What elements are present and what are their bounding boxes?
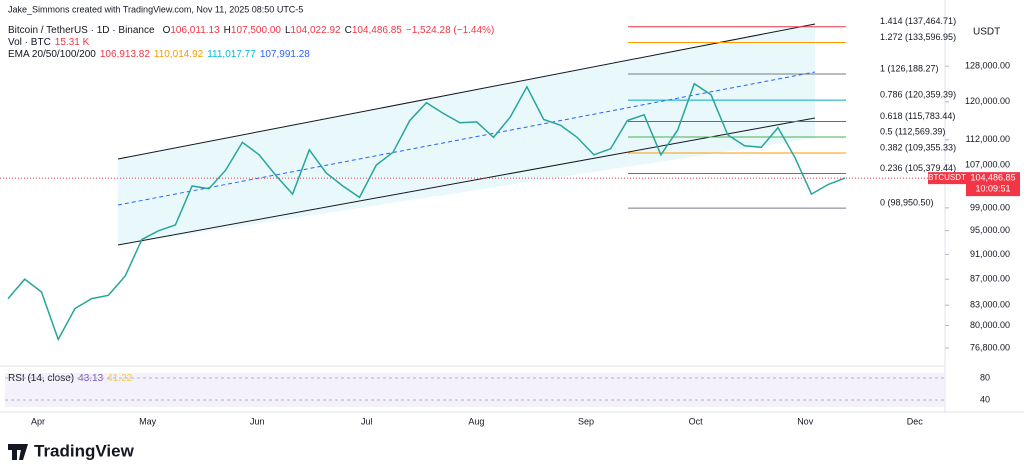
ema-value: 111,017.77 [207,49,256,60]
x-tick-label: Jun [250,416,265,426]
brand: TradingView [34,441,135,460]
rsi-band [5,373,945,407]
ema-value: 106,913.82 [100,49,150,60]
attribution: Jake_Simmons created with TradingView.co… [8,4,303,14]
x-tick-label: Jul [361,416,373,426]
y-tick-label: 76,800.00 [970,342,1010,352]
fib-label: 0.236 (105,379.44) [880,163,956,173]
y-tick-label: 107,000.00 [965,159,1010,169]
ohlc-key: L [285,25,291,36]
last-price: 104,486.85 [970,173,1015,183]
y-tick-label: 91,000.00 [970,249,1010,259]
x-tick-label: Oct [689,416,704,426]
y-tick-label: 99,000.00 [970,202,1010,212]
volume-label: Vol · BTC [8,37,51,48]
symbol-label: BTCUSDT [928,173,966,182]
rsi-tick-label: 40 [980,394,990,404]
y-tick-label: 83,000.00 [970,300,1010,310]
fib-label: 0.618 (115,783.44) [880,111,955,121]
unit: USDT [973,27,1000,38]
change: −1,524.28 (−1.44%) [406,25,494,36]
countdown: 10:09:51 [975,184,1010,194]
channel-mid [117,71,816,206]
fib-label: 0.5 (112,569.39) [880,126,945,136]
ema-value: 110,014.92 [154,49,204,60]
ohlc-value: 104,486.85 [352,25,402,36]
y-tick-label: 128,000.00 [965,61,1010,71]
y-tick-label: 87,000.00 [970,274,1010,284]
brand-logo [8,444,28,460]
ema: EMA 20/50/100/200 106,913.82 110,014.92 111… [8,49,310,60]
channel-fill [118,24,815,245]
y-tick-label: 80,000.00 [970,320,1010,330]
ohlc-value: 104,022.92 [291,25,341,36]
ema-value: 107,991.28 [260,49,310,60]
symbol: Bitcoin / TetherUS · 1D · Binance [8,25,155,36]
volume-value: 15.31 K [55,37,90,48]
channel-lower [117,117,816,246]
fib-label: 1 (126,188.27) [880,63,939,73]
symbol-badge [928,172,966,185]
x-tick-label: Apr [31,416,45,426]
ema-label: EMA 20/50/100/200 [8,49,96,60]
fib-label: 0 (98,950.50) [880,198,934,208]
ohlc-line: Bitcoin / TetherUS · 1D · Binance O106,01… [8,25,494,36]
y-tick-label: 120,000.00 [965,96,1010,106]
price-badge [966,172,1020,197]
y-tick-label: 112,000.00 [966,134,1010,144]
fib-label: 1.272 (133,596.95) [880,32,956,42]
ohlc-key: C [345,25,352,36]
rsi-tick-label: 80 [980,372,990,382]
x-tick-label: Nov [797,416,814,426]
x-tick-label: Dec [907,416,924,426]
ohlc-key: H [224,25,231,36]
y-tick-label: 95,000.00 [970,225,1010,235]
channel-upper [117,23,816,160]
ohlc-value: 106,011.13 [170,25,220,36]
x-tick-label: Aug [468,416,484,426]
fib-label: 0.382 (109,355.33) [880,142,956,152]
fib-label: 0.786 (120,359.39) [880,89,956,99]
x-tick-label: Sep [578,416,594,426]
ohlc-key: O [163,25,171,36]
fib-label: 1.414 (137,464.71) [880,16,956,26]
volume: Vol · BTC 15.31 K [8,37,90,48]
ohlc-value: 107,500.00 [231,25,281,36]
price-line [7,82,846,342]
x-tick-label: May [139,416,157,426]
